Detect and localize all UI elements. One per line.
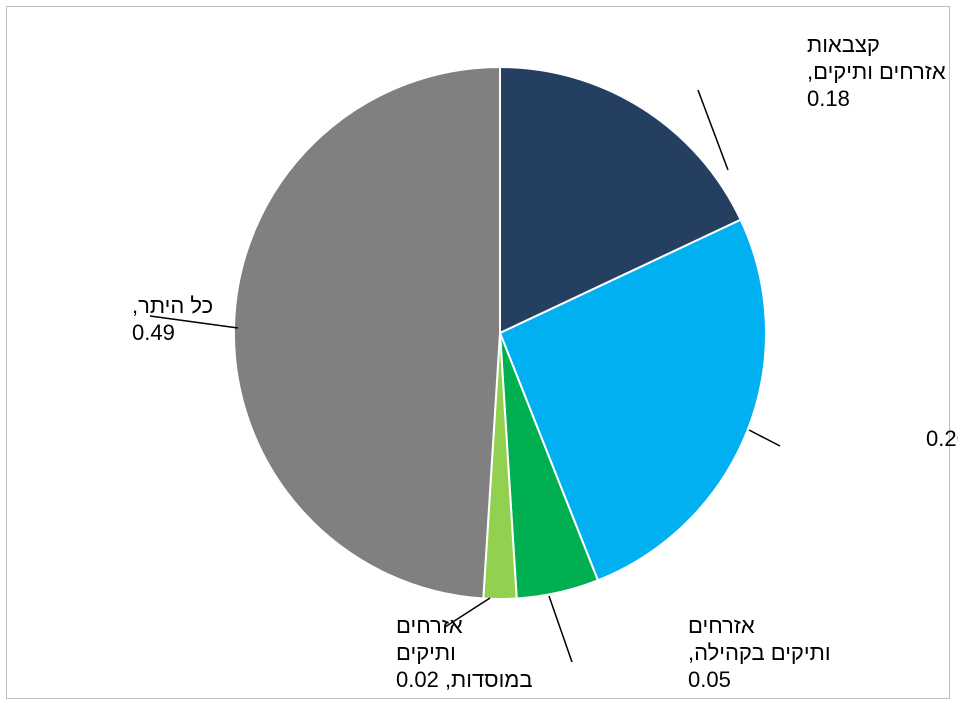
leader-lines — [149, 89, 781, 663]
data-label-5-line-1: כל היתר, — [132, 293, 213, 318]
pie-slice-1 — [499, 65, 743, 335]
pie-slices — [232, 65, 767, 601]
data-label-4-line-3: במוסדות, 0.02 — [396, 667, 533, 692]
data-label-3-line-2: ותיקים בקהילה, — [688, 640, 831, 665]
leader-line-3 — [548, 595, 573, 663]
data-label-3-line-1: אזרחים — [688, 613, 755, 638]
data-label-1-line-1: קצבאות — [807, 32, 880, 57]
data-label-4-line-1: אזרחים — [396, 613, 463, 638]
pie-slice-5 — [232, 65, 501, 600]
data-label-1-line-2: אזרחים ותיקים, — [807, 59, 946, 84]
leader-line-1 — [697, 89, 729, 171]
data-label-5-line-2: 0.49 — [132, 320, 175, 345]
leader-line-4 — [444, 597, 491, 628]
pie-slice-2 — [498, 218, 767, 582]
data-label-1-line-3: 0.18 — [807, 86, 850, 111]
data-label-3-line-3: 0.05 — [688, 667, 731, 692]
leader-line-2 — [748, 429, 781, 447]
data-label-2-line-1: פנסיות, 0.26 — [926, 426, 958, 451]
leader-line-5 — [149, 315, 239, 329]
data-label-4-line-2: ותיקים — [396, 640, 456, 665]
